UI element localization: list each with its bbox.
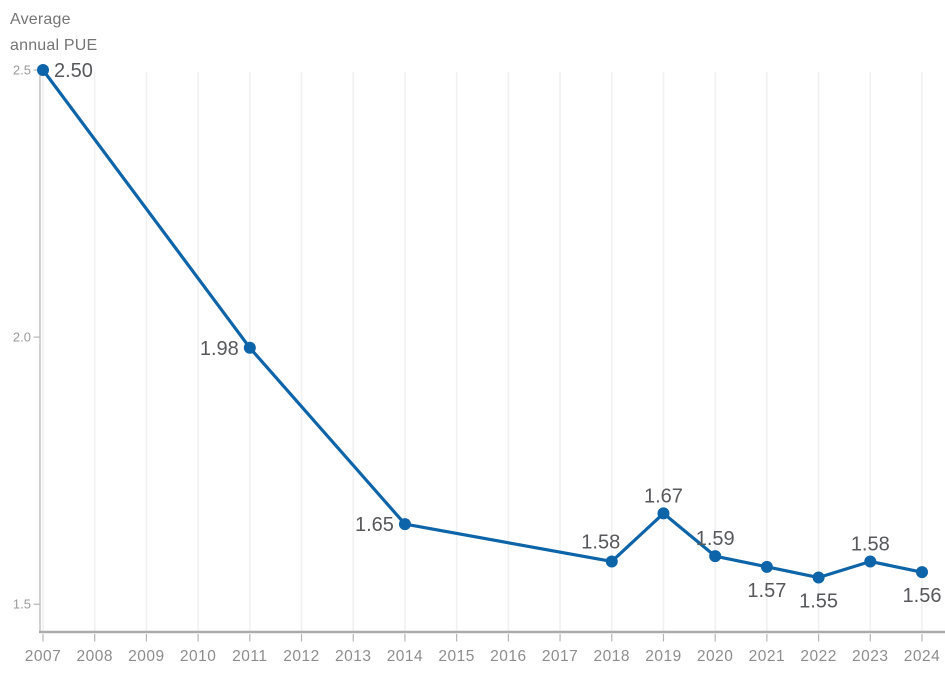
data-point-label: 1.58 (851, 533, 890, 555)
data-point-label: 1.98 (200, 338, 239, 360)
data-point-label: 1.57 (747, 580, 786, 602)
data-point-label: 1.58 (581, 531, 620, 553)
y-axis-tick-label: 2.0 (13, 330, 31, 345)
x-axis-tick-label: 2009 (128, 648, 164, 665)
x-axis-tick-label: 2010 (180, 648, 216, 665)
x-axis-tick-label: 2018 (594, 648, 630, 665)
x-axis-tick-label: 2007 (25, 648, 61, 665)
data-point-label: 1.65 (355, 514, 394, 536)
x-axis-tick-label: 2024 (904, 648, 940, 665)
data-point-label: 1.67 (644, 485, 683, 507)
x-axis-tick-label: 2021 (749, 648, 785, 665)
x-axis-tick-label: 2020 (697, 648, 733, 665)
x-axis-tick-label: 2008 (76, 648, 112, 665)
x-axis-tick-label: 2014 (387, 648, 423, 665)
x-axis-tick-label: 2013 (335, 648, 371, 665)
x-axis-tick-label: 2015 (438, 648, 474, 665)
data-point (916, 566, 928, 579)
data-point (812, 571, 825, 584)
x-axis-tick-label: 2023 (852, 648, 888, 665)
x-axis-tick-label: 2019 (645, 648, 681, 665)
x-axis-tick-label: 2012 (283, 648, 319, 665)
data-point (709, 550, 722, 563)
data-point (657, 507, 670, 520)
data-point (243, 341, 256, 354)
data-point (605, 555, 618, 568)
data-point (864, 555, 877, 568)
data-point-label: 2.50 (54, 60, 93, 82)
chart-title: Average annual PUE (10, 11, 98, 54)
data-point (37, 64, 49, 76)
data-point-label: 1.56 (903, 585, 942, 607)
x-axis-tick-label: 2017 (542, 648, 578, 665)
series-line (41, 68, 924, 580)
x-axis-tick-label: 2022 (800, 648, 836, 665)
data-point-label: 1.59 (696, 528, 735, 550)
data-point (760, 560, 773, 573)
data-point-label: 1.55 (799, 591, 838, 613)
x-axis-tick-label: 2011 (232, 648, 267, 665)
x-axis-tick-label: 2016 (490, 648, 526, 665)
data-point (398, 518, 411, 531)
y-axis-tick-label: 1.5 (13, 597, 31, 612)
y-axis-tick-label: 2.5 (13, 63, 31, 78)
